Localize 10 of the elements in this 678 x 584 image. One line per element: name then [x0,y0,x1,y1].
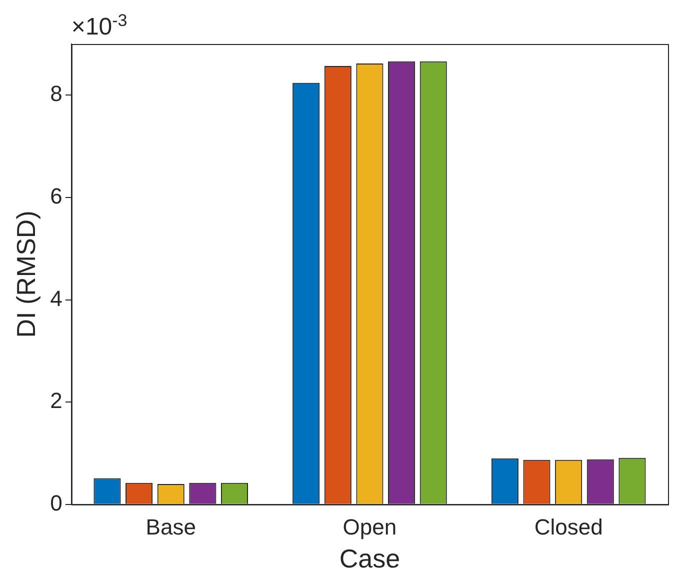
x-tick-label: Closed [534,514,603,540]
y-tick-label: 8 [50,81,62,106]
y-axis-title: DI (RMSD) [10,210,41,338]
x-tick-label: Base [146,514,196,540]
y-tick-label: 4 [50,286,62,311]
x-axis-title: Case [339,544,400,574]
y-tick-label: 2 [50,388,62,414]
x-tick-label: Open [342,514,397,540]
y-tick-label: 0 [50,490,62,516]
y-tick-label: 6 [50,184,62,209]
